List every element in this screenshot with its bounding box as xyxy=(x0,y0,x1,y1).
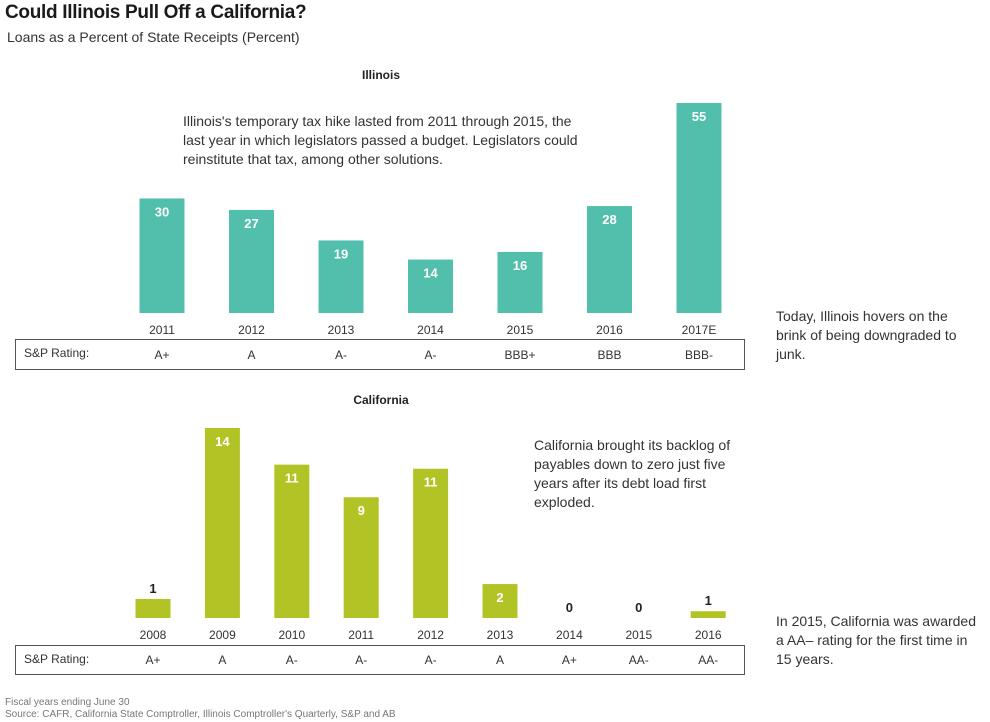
california-rating-value: A+ xyxy=(562,653,577,667)
california-year-label: 2011 xyxy=(348,628,374,642)
california-bar-2009 xyxy=(204,428,240,618)
california-rating-label: S&P Rating: xyxy=(24,652,90,666)
california-rating-value: AA- xyxy=(629,653,649,667)
california-rating-value: A xyxy=(218,653,226,667)
california-rating-value: A- xyxy=(425,653,437,667)
illinois-value-label: 19 xyxy=(334,246,348,261)
california-rating-value: A- xyxy=(355,653,367,667)
illinois-bar-2014 xyxy=(408,259,453,313)
california-side-note: In 2015, California was awarded a AA– ra… xyxy=(776,613,977,667)
illinois-value-label: 28 xyxy=(602,212,616,227)
illinois-rating-value: A- xyxy=(335,348,347,362)
illinois-rating-value: A- xyxy=(425,348,437,362)
illinois-value-label: 30 xyxy=(155,204,169,219)
illinois-value-label: 16 xyxy=(513,258,527,273)
california-rating-row: S&P Rating: xyxy=(15,645,745,675)
california-year-label: 2009 xyxy=(209,628,236,642)
illinois-bar-2013 xyxy=(318,240,364,313)
illinois-side-note: Today, Illinois hovers on the brink of b… xyxy=(776,308,957,362)
illinois-value-label: 14 xyxy=(423,266,438,281)
illinois-panel-title: Illinois xyxy=(361,68,401,82)
california-year-label: 2010 xyxy=(278,628,305,642)
california-panel-title: California xyxy=(353,393,409,407)
california-bar-2012 xyxy=(413,468,449,618)
california-year-label: 2012 xyxy=(417,628,444,642)
california-value-label: 1 xyxy=(705,593,712,608)
illinois-bar-2017E xyxy=(676,103,722,313)
illinois-bar-2016 xyxy=(587,206,632,313)
illinois-year-label: 2016 xyxy=(596,323,623,337)
illinois-rating-value: BBB+ xyxy=(504,348,535,362)
illinois-bar-2012 xyxy=(229,209,274,313)
california-value-label: 0 xyxy=(566,600,573,615)
illinois-year-label: 2012 xyxy=(238,323,265,337)
illinois-bar-2015 xyxy=(497,251,543,313)
california-year-label: 2013 xyxy=(487,628,514,642)
california-value-label: 14 xyxy=(215,434,230,449)
illinois-rating-value: A+ xyxy=(154,348,169,362)
illinois-rating-value: BBB xyxy=(597,348,621,362)
california-bar-2010 xyxy=(274,464,310,618)
california-rating-value: A- xyxy=(286,653,298,667)
california-value-label: 2 xyxy=(496,590,503,605)
illinois-rating-value: A xyxy=(247,348,255,362)
california-year-label: 2014 xyxy=(556,628,583,642)
california-year-label: 2015 xyxy=(625,628,652,642)
illinois-year-label: 2013 xyxy=(328,323,355,337)
california-rating-value: A xyxy=(496,653,504,667)
illinois-year-label: 2011 xyxy=(149,323,175,337)
footer-note: Fiscal years ending June 30 xyxy=(5,697,130,708)
california-bar-2008 xyxy=(135,599,171,618)
illinois-value-label: 27 xyxy=(244,216,258,231)
illinois-rating-label: S&P Rating: xyxy=(24,346,90,360)
california-value-label: 9 xyxy=(358,503,365,518)
california-bar-2011 xyxy=(343,497,379,618)
california-bar-2016 xyxy=(690,611,726,618)
california-annotation: California brought its backlog of payabl… xyxy=(534,437,731,510)
california-value-label: 0 xyxy=(635,600,642,615)
california-year-label: 2016 xyxy=(695,628,722,642)
footer-source: Source: CAFR, California State Comptroll… xyxy=(5,709,396,720)
chart-subtitle: Loans as a Percent of State Receipts (Pe… xyxy=(7,29,300,45)
california-value-label: 11 xyxy=(424,475,438,490)
illinois-year-label: 2014 xyxy=(417,323,444,337)
illinois-rating-row: S&P Rating: xyxy=(15,339,745,370)
illinois-annotation: Illinois's temporary tax hike lasted fro… xyxy=(183,113,578,167)
california-rating-value: AA- xyxy=(698,653,718,667)
california-value-label: 1 xyxy=(149,581,156,596)
california-bar-2013 xyxy=(482,584,518,618)
illinois-rating-value: BBB- xyxy=(685,348,713,362)
california-value-label: 11 xyxy=(285,471,299,486)
illinois-year-label: 2017E xyxy=(682,323,717,337)
california-year-label: 2008 xyxy=(140,628,167,642)
illinois-bar-2011 xyxy=(139,198,185,313)
illinois-year-label: 2015 xyxy=(507,323,534,337)
illinois-value-label: 55 xyxy=(692,109,706,124)
california-rating-value: A+ xyxy=(145,653,160,667)
chart-title: Could Illinois Pull Off a California? xyxy=(5,2,307,23)
